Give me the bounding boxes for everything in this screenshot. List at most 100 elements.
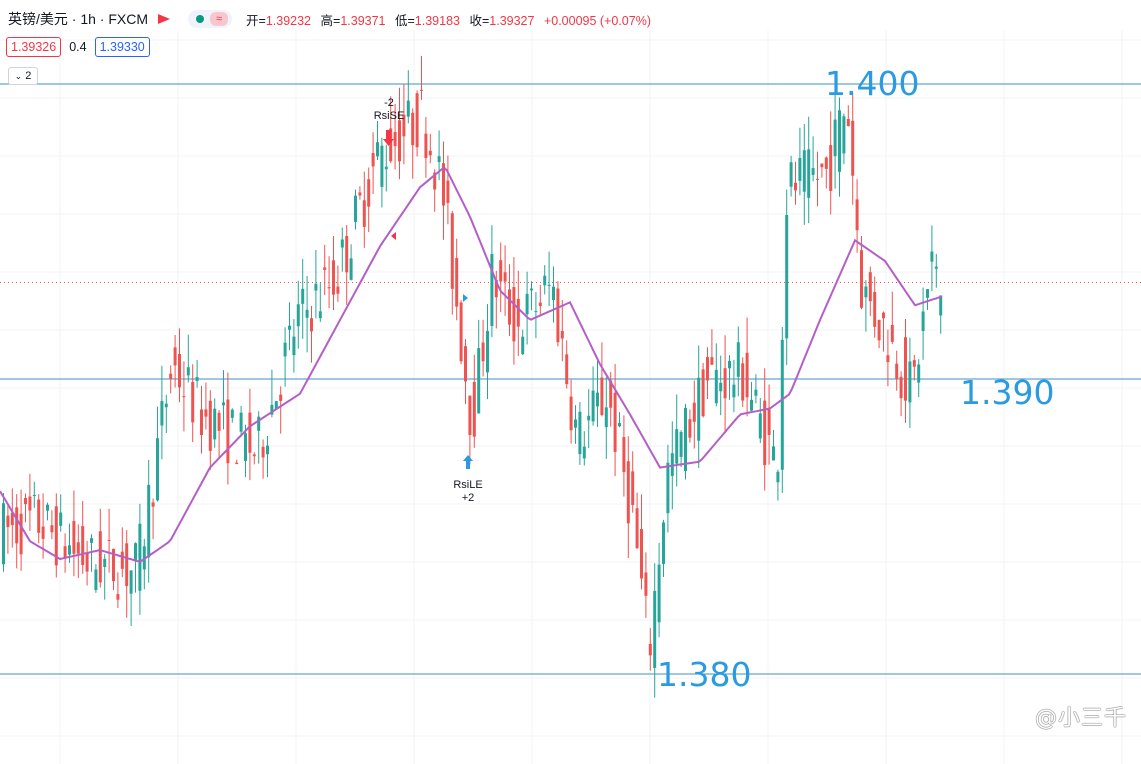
short-signal-name: RsiSE — [373, 110, 405, 122]
candle-body — [450, 213, 454, 289]
candle-body — [332, 260, 335, 295]
candle-body — [424, 133, 428, 159]
candle-body — [169, 373, 173, 380]
candle — [648, 628, 652, 671]
candle-body — [692, 402, 696, 422]
candle — [261, 439, 265, 479]
candle — [455, 238, 459, 321]
candle-body — [684, 407, 687, 471]
candle-body — [714, 369, 718, 404]
candle-body — [305, 309, 309, 318]
symbol-title[interactable]: 英镑/美元 · 1h · FXCM — [8, 11, 149, 27]
change-value: +0.00095 (+0.07%) — [543, 13, 651, 28]
candle — [543, 265, 547, 295]
candle-body — [886, 355, 890, 363]
candle — [46, 502, 49, 521]
candle-body — [230, 409, 234, 418]
candle-body — [354, 195, 357, 222]
candle — [754, 374, 758, 404]
status-pill[interactable]: ≈ — [188, 10, 233, 28]
candle-body — [477, 348, 481, 414]
candle-body — [675, 429, 679, 464]
candle-body — [459, 302, 463, 362]
candle — [323, 244, 327, 296]
candle — [719, 355, 723, 416]
flag-icon[interactable] — [158, 14, 171, 24]
candle — [741, 357, 745, 408]
candle — [820, 163, 824, 178]
indicators-collapse-button[interactable]: ⌄ 2 — [8, 67, 38, 85]
candle-body — [156, 438, 159, 501]
candle-body — [270, 404, 274, 415]
candle-body — [653, 590, 657, 668]
candle-body — [701, 369, 705, 417]
candle — [890, 291, 894, 344]
candle — [895, 350, 899, 391]
candle-body — [50, 525, 54, 533]
candle-body — [917, 364, 921, 383]
candle-body — [90, 538, 93, 543]
low-value: 1.39183 — [414, 13, 460, 28]
candle-body — [648, 643, 652, 656]
candle — [112, 548, 115, 590]
candle — [134, 542, 137, 593]
candle — [367, 167, 371, 232]
candle-body — [829, 145, 833, 191]
candle-body — [499, 260, 503, 282]
candle-body — [472, 381, 476, 437]
candle-body — [679, 432, 683, 457]
candle — [732, 359, 736, 413]
candle — [226, 372, 230, 485]
candle-body — [860, 250, 863, 308]
candle — [332, 236, 335, 310]
candle-body — [934, 266, 938, 269]
market-open-dot-icon — [196, 15, 205, 23]
wave-icon: ≈ — [210, 12, 229, 26]
candle — [644, 552, 648, 618]
candle-body — [318, 311, 322, 319]
candle-body — [380, 145, 384, 187]
candle — [288, 302, 291, 351]
candle — [556, 281, 560, 347]
candle-body — [248, 412, 252, 453]
candle — [868, 266, 872, 317]
candle — [926, 288, 929, 311]
candle — [486, 304, 489, 400]
candle-body — [776, 471, 780, 483]
candle — [750, 381, 753, 412]
candle — [296, 280, 300, 349]
candle-body — [433, 172, 437, 190]
candle — [406, 70, 410, 124]
candle-body — [288, 325, 291, 330]
candle-body — [490, 254, 494, 326]
sell-price-button[interactable]: 1.39326 — [6, 37, 62, 57]
candle — [442, 141, 445, 240]
candle — [714, 343, 718, 407]
buy-price-button[interactable]: 1.39330 — [94, 37, 150, 57]
candle — [635, 492, 639, 549]
candle — [697, 345, 701, 468]
short-entry-marker-icon — [391, 232, 396, 240]
candle — [371, 132, 375, 194]
candle-body — [200, 409, 203, 436]
candle — [310, 306, 313, 363]
candle — [934, 253, 938, 288]
candle — [283, 327, 287, 387]
candle-body — [530, 288, 533, 291]
spread-value: 0.4 — [69, 40, 87, 54]
candle — [723, 335, 727, 434]
candle-body — [468, 395, 472, 436]
candle — [393, 103, 397, 170]
candle-body — [732, 384, 736, 398]
candle — [200, 386, 203, 454]
candle — [600, 342, 604, 417]
candle-body — [842, 116, 846, 154]
candle-body — [59, 512, 63, 526]
candle-body — [345, 235, 349, 273]
ohlc-values: 开=1.39232 高=1.39371 低=1.39183 收=1.39327 … — [246, 10, 657, 29]
candle — [613, 364, 617, 477]
candle-body — [494, 279, 498, 298]
candle-body — [336, 286, 340, 294]
candle — [873, 276, 877, 338]
